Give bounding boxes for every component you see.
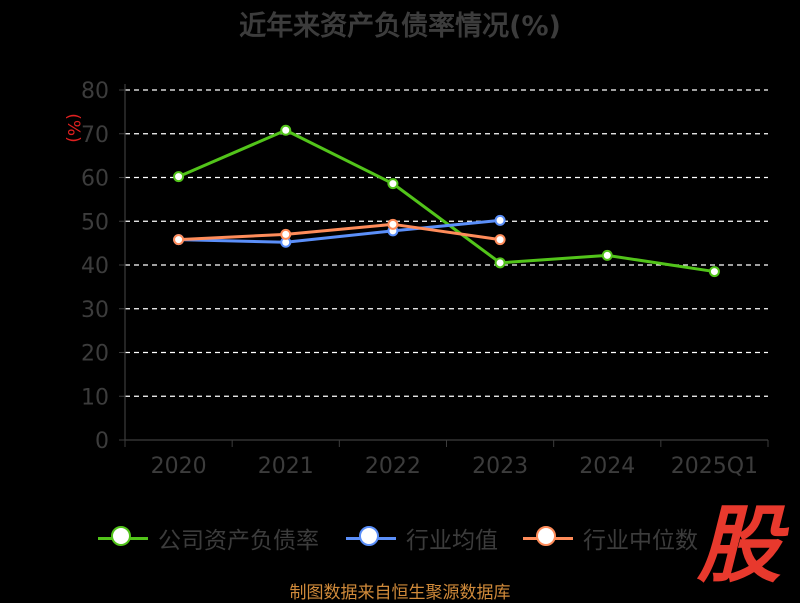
legend-swatch-industry-avg [346,518,396,558]
y-tick-label: 60 [81,167,109,192]
grid-lines [125,89,768,397]
data-point [601,249,613,261]
data-point [173,234,185,246]
legend-item-industry-avg[interactable]: 行业均值 [346,518,498,558]
x-tick-label: 2025Q1 [671,454,758,479]
data-point [494,214,506,226]
legend: 公司资产负债率 行业均值 行业中位数 [0,518,800,558]
y-tick-label: 0 [95,429,109,454]
axes [119,84,769,447]
data-point [708,266,720,278]
x-tick-label: 2024 [579,454,635,479]
y-tick-label: 30 [81,298,109,323]
legend-item-company[interactable]: 公司资产负债率 [98,518,319,558]
x-tick-label: 2021 [258,454,314,479]
y-axis-label: (%) [63,113,83,142]
data-point [494,257,506,269]
series-line [178,222,501,242]
y-tick-label: 40 [81,254,109,279]
y-tick-label: 50 [81,210,109,235]
data-point [494,234,506,246]
series-lines [173,124,720,278]
data-point [387,218,399,230]
x-tick-label: 2023 [472,454,528,479]
y-tick-label: 10 [81,385,109,410]
legend-item-industry-median[interactable]: 行业中位数 [523,518,698,558]
data-point [280,124,292,136]
series-0 [173,124,720,278]
data-point [280,228,292,240]
y-tick-label: 20 [81,342,109,367]
chart-title: 近年来资产负债率情况(%) [239,11,561,42]
y-tick-label: 80 [81,79,109,104]
legend-swatch-company [98,518,148,558]
series-line [177,128,715,274]
logo-mark: 股 [696,496,781,594]
x-tick-label: 2020 [151,454,207,479]
legend-label-industry-median: 行业中位数 [583,528,698,554]
legend-label-industry-avg: 行业均值 [406,528,498,554]
data-point [173,171,185,183]
data-source-note: 制图数据来自恒生聚源数据库 [289,583,511,603]
data-point [387,178,399,190]
series-2 [173,218,506,246]
axis-labels: 0 10 20 30 40 50 60 70 80 2020 2021 2022 2023 2024 202… [63,79,758,479]
legend-swatch-industry-median [523,518,573,558]
y-tick-label: 70 [81,123,109,148]
series-line [178,218,501,244]
legend-label-company: 公司资产负债率 [158,528,319,554]
x-tick-label: 2022 [365,454,421,479]
